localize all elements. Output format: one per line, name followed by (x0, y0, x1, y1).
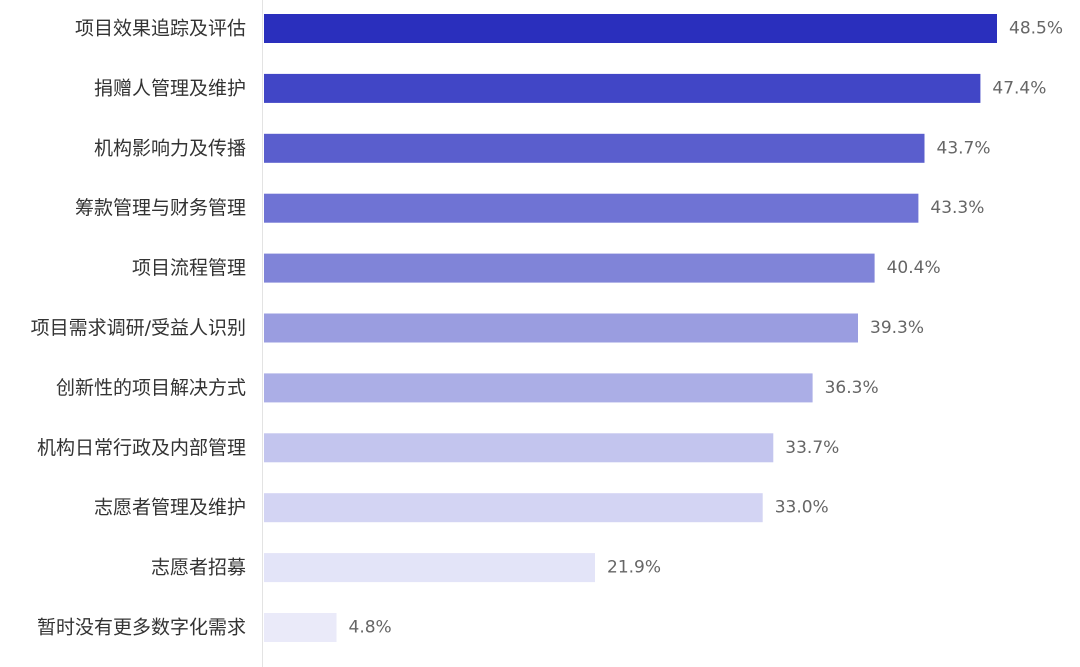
value-labels-layer: 48.5% 47.4% 43.7% 43.3% 40.4% 39.3% 36.3% 33.7%… (349, 19, 1064, 638)
value-label: 43.3% (930, 198, 984, 218)
category-label: 机构日常行政及内部管理 (37, 437, 246, 459)
bar (264, 433, 774, 463)
bar (264, 613, 337, 642)
category-label: 暂时没有更多数字化需求 (37, 617, 246, 639)
category-label: 创新性的项目解决方式 (56, 377, 246, 399)
category-label: 项目效果追踪及评估 (75, 18, 246, 40)
bar (264, 493, 763, 523)
bar (264, 553, 595, 583)
value-label: 4.8% (349, 618, 392, 638)
category-labels-layer: 项目效果追踪及评估捐赠人管理及维护机构影响力及传播筹款管理与财务管理项目流程管理… (31, 18, 246, 639)
value-label: 43.7% (937, 138, 991, 158)
value-label: 40.4% (887, 258, 941, 278)
category-label: 项目需求调研/受益人识别 (31, 317, 246, 339)
value-label: 48.5% (1009, 19, 1063, 39)
category-label: 志愿者管理及维护 (94, 497, 246, 519)
bar (264, 253, 875, 283)
value-label: 36.3% (825, 378, 879, 398)
value-label: 39.3% (870, 318, 924, 338)
value-label: 21.9% (607, 558, 661, 578)
bar (264, 14, 997, 43)
value-label: 33.0% (775, 498, 829, 518)
bar (264, 313, 858, 343)
value-label: 33.7% (785, 438, 839, 458)
bar (264, 73, 981, 103)
category-label: 项目流程管理 (132, 257, 246, 279)
category-label: 机构影响力及传播 (94, 137, 246, 159)
bar (264, 373, 813, 403)
category-label: 筹款管理与财务管理 (75, 197, 246, 219)
category-label: 志愿者招募 (151, 557, 246, 579)
value-label: 47.4% (992, 78, 1046, 98)
bar (264, 133, 925, 163)
bar (264, 193, 919, 223)
bars-layer (264, 14, 997, 642)
category-label: 捐赠人管理及维护 (94, 77, 246, 99)
